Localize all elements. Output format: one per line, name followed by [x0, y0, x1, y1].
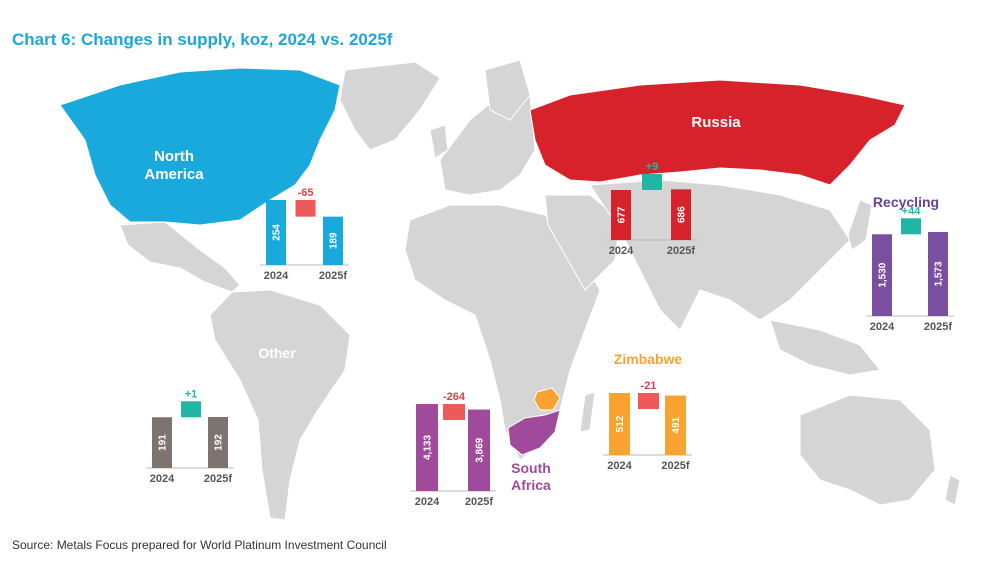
zimbabwe-value-label-2024: 512	[615, 415, 626, 432]
other-value-label-2024: 191	[158, 434, 169, 451]
north-america-change-box	[295, 200, 316, 217]
north-america-bar-2024	[266, 200, 286, 265]
recycling-tick-2024: 2024	[870, 321, 895, 333]
south-africa-region-label-line: Africa	[511, 477, 551, 493]
source-note: Source: Metals Focus prepared for World …	[12, 538, 387, 552]
north-america-region-label: North America	[144, 148, 204, 183]
recycling-region-label-line: Recycling	[873, 194, 939, 210]
north-america-region-label-line: America	[144, 166, 204, 183]
south-africa-region-label-line: South	[511, 460, 551, 476]
chart-title: Chart 6: Changes in supply, koz, 2024 vs…	[12, 30, 393, 49]
south-africa-bar-2024	[416, 404, 438, 491]
other-change-label: +1	[185, 388, 198, 400]
south-africa-change-box	[443, 404, 465, 420]
russia-shape	[529, 79, 906, 186]
japan-shape	[847, 199, 873, 251]
north-america-tick-2025f: 2025f	[319, 270, 347, 282]
russia-region-label-line: Russia	[691, 114, 741, 131]
greenland-shape	[339, 61, 441, 151]
russia-tick-2025f: 2025f	[667, 245, 695, 257]
russia-tick-2024: 2024	[609, 245, 634, 257]
south-africa-bar-2025f	[468, 409, 490, 491]
south-africa-change-label: -264	[443, 391, 466, 403]
other-region-label: Other	[258, 345, 296, 361]
recycling-change-box	[901, 218, 921, 235]
russia-change-box	[642, 174, 662, 190]
south-africa-value-label-2025f: 3,869	[475, 437, 486, 462]
recycling-region-label: Recycling	[873, 194, 939, 210]
central-america-shape	[119, 221, 241, 293]
north-america-bar-2025f	[323, 216, 343, 265]
other-bar-2024	[152, 417, 172, 468]
south-america-shape	[209, 289, 351, 521]
south-africa-tick-2024: 2024	[415, 496, 440, 508]
recycling-bar-2024	[872, 234, 892, 316]
other-value-label-2025f: 192	[214, 434, 225, 451]
recycling-value-label-2024: 1,530	[878, 262, 889, 287]
recycling-bar-2025f	[928, 232, 948, 316]
scandinavia-shape	[484, 59, 531, 121]
south-africa-shape	[507, 409, 561, 456]
madagascar-shape	[579, 391, 596, 433]
australia-shape	[799, 394, 936, 506]
new-zealand-shape	[944, 474, 961, 506]
russia-region-label: Russia	[691, 114, 741, 131]
north-america-tick-2024: 2024	[264, 270, 289, 282]
russia-value-label-2024: 677	[617, 206, 628, 223]
north-america-value-label-2025f: 189	[329, 232, 340, 249]
other-bar-2025f	[208, 417, 228, 468]
russia-bar-2024	[611, 190, 631, 240]
zimbabwe-bar-2025f	[665, 395, 686, 455]
zimbabwe-shape	[533, 387, 561, 411]
asia-shape	[589, 179, 851, 331]
other-tick-2025f: 2025f	[204, 473, 232, 485]
north-america-region-label-line: North	[154, 148, 194, 165]
zimbabwe-value-label-2025f: 491	[671, 416, 682, 433]
south-africa-tick-2025f: 2025f	[465, 496, 493, 508]
land-masses	[119, 59, 961, 521]
south-africa-value-label-2024: 4,133	[423, 435, 434, 460]
russia-bar-2025f	[671, 189, 691, 240]
zimbabwe-change-box	[638, 393, 659, 409]
other-region-label-line: Other	[258, 345, 296, 361]
recycling-change-label: +44	[902, 205, 922, 217]
highlighted-regions	[59, 67, 906, 456]
north-america-change-label: -65	[298, 187, 314, 199]
recycling-value-label-2025f: 1,573	[934, 261, 945, 286]
north-america-shape	[59, 67, 341, 226]
europe-shape	[439, 94, 536, 196]
russia-value-label-2025f: 686	[677, 206, 688, 223]
russia-change-label: +9	[646, 161, 659, 173]
north-america-value-label-2024: 254	[272, 224, 283, 241]
zimbabwe-change-label: -21	[641, 380, 657, 392]
other-change-box	[181, 401, 201, 418]
south-africa-region-label: South Africa	[511, 460, 551, 493]
southeast-asia-shape	[769, 319, 881, 376]
zimbabwe-region-label-line: Zimbabwe	[614, 351, 683, 367]
zimbabwe-region-label: Zimbabwe	[614, 351, 683, 367]
uk-shape	[429, 124, 449, 159]
recycling-tick-2025f: 2025f	[924, 321, 952, 333]
zimbabwe-tick-2024: 2024	[607, 460, 632, 472]
other-tick-2024: 2024	[150, 473, 175, 485]
zimbabwe-bar-2024	[609, 393, 630, 455]
supply-charts: North America -65 254 189 2024 2025f Russia +9 67…	[144, 114, 954, 508]
middle-east-shape	[544, 194, 621, 291]
zimbabwe-tick-2025f: 2025f	[661, 460, 689, 472]
